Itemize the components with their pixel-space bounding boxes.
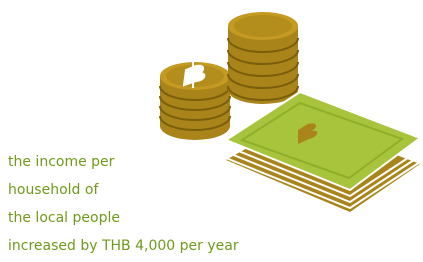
coin-stack-left xyxy=(160,62,230,140)
banknote-stack xyxy=(226,92,420,212)
caption-line: household of xyxy=(8,176,239,204)
caption-line: the income per xyxy=(8,148,239,176)
caption-line: the local people xyxy=(8,204,239,232)
coin-stack-right xyxy=(228,12,298,104)
caption: the income per household of the local pe… xyxy=(8,148,239,260)
page: the income per household of the local pe… xyxy=(0,0,423,262)
caption-line: increased by THB 4,000 per year xyxy=(8,232,239,260)
